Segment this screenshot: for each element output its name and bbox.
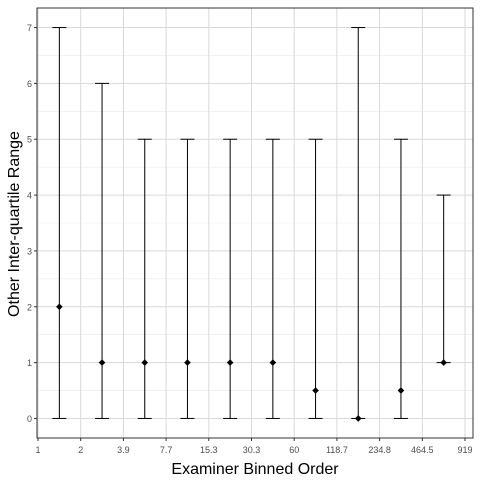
- error-bar-bin-9: [393, 138, 408, 419]
- y-tick-label: 4: [27, 191, 32, 201]
- x-tick-label: 3.9: [117, 445, 130, 455]
- data-point: [440, 359, 447, 366]
- y-tick-label: 0: [27, 414, 32, 424]
- error-bar-bin-10: [436, 194, 451, 366]
- x-tick-label: 118.7: [326, 445, 348, 455]
- data-point: [269, 359, 277, 366]
- data-point: [312, 387, 319, 394]
- data-point: [354, 415, 362, 422]
- error-bar-bin-5: [223, 138, 238, 419]
- y-tick-label: 3: [27, 246, 32, 256]
- error-bar-bin-2: [95, 82, 110, 419]
- data-point: [56, 303, 63, 311]
- axes: 0 1 2 3 4 5 6 7 1 2 3.9 7.7 15.3 30.3 60 118.7 234.8 464.…: [27, 23, 473, 455]
- data-point: [397, 387, 405, 394]
- error-bar-bin-4: [180, 138, 195, 419]
- x-axis-label: Examiner Binned Order: [171, 461, 339, 478]
- y-tick-label: 1: [27, 358, 32, 368]
- error-bar-bin-3: [137, 138, 152, 419]
- x-tick-label: 15.3: [200, 445, 218, 455]
- y-tick-label: 6: [27, 79, 32, 89]
- data-point: [98, 359, 106, 366]
- x-tick-label: 30.3: [243, 445, 261, 455]
- x-tick-label: 2: [78, 445, 83, 455]
- error-bar-bin-8: [351, 27, 366, 422]
- data-point: [184, 359, 191, 366]
- y-tick-label: 7: [27, 23, 32, 33]
- plot-panel-border: [36, 7, 474, 439]
- data-point: [226, 359, 234, 366]
- x-tick-label: 919: [457, 445, 472, 455]
- x-tick-label: 1: [35, 445, 40, 455]
- grid: [37, 8, 473, 438]
- data-point: [141, 359, 149, 366]
- x-tick-label: 234.8: [368, 445, 391, 455]
- x-tick-label: 464.5: [411, 445, 434, 455]
- error-bar-bin-6: [265, 138, 280, 419]
- y-axis-label: Other Inter-quartile Range: [6, 131, 23, 317]
- x-tick-label: 7.7: [160, 445, 173, 455]
- y-tick-label: 5: [27, 135, 32, 145]
- error-bars: [52, 27, 451, 422]
- x-tick-label: 60: [289, 445, 299, 455]
- error-bar-bin-1: [52, 27, 67, 419]
- error-bar-bin-7: [308, 138, 323, 419]
- y-tick-label: 2: [27, 302, 32, 312]
